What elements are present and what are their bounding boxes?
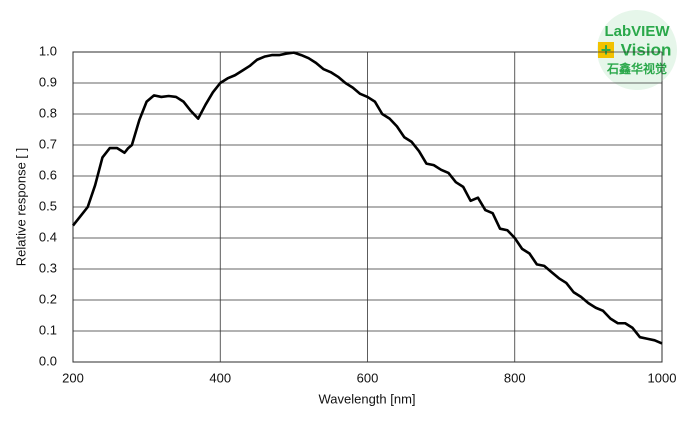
x-tick-label: 200: [62, 370, 84, 385]
y-tick-label: 0.6: [39, 167, 57, 182]
y-axis-title: Relative response [ ]: [13, 148, 28, 267]
watermark-bg: [597, 10, 677, 90]
watermark: LabVIEW + Vision 石鑫华视觉: [597, 10, 677, 90]
y-tick-label: 0.7: [39, 136, 57, 151]
watermark-text: LabVIEW: [604, 23, 670, 40]
y-tick-label: 0.5: [39, 198, 57, 213]
y-tick-label: 1.0: [39, 43, 57, 58]
y-tick-label: 0.8: [39, 105, 57, 120]
data-line: [71, 51, 663, 345]
x-tick-label: 400: [209, 370, 231, 385]
y-tick-label: 0.1: [39, 322, 57, 337]
watermark-text: 石鑫华视觉: [606, 61, 667, 76]
y-tick-label: 0.9: [39, 74, 57, 89]
x-tick-label: 1000: [648, 370, 677, 385]
watermark-text: Vision: [621, 40, 672, 59]
x-axis-title: Wavelength [nm]: [318, 391, 415, 406]
y-tick-label: 0.4: [39, 229, 57, 244]
watermark-icon: [598, 42, 614, 58]
y-tick-label: 0.3: [39, 260, 57, 275]
y-tick-label: 0.2: [39, 291, 57, 306]
x-tick-label: 600: [357, 370, 379, 385]
x-tick-label: 800: [504, 370, 526, 385]
watermark-icon: +: [601, 40, 612, 60]
y-tick-label: 0.0: [39, 353, 57, 368]
